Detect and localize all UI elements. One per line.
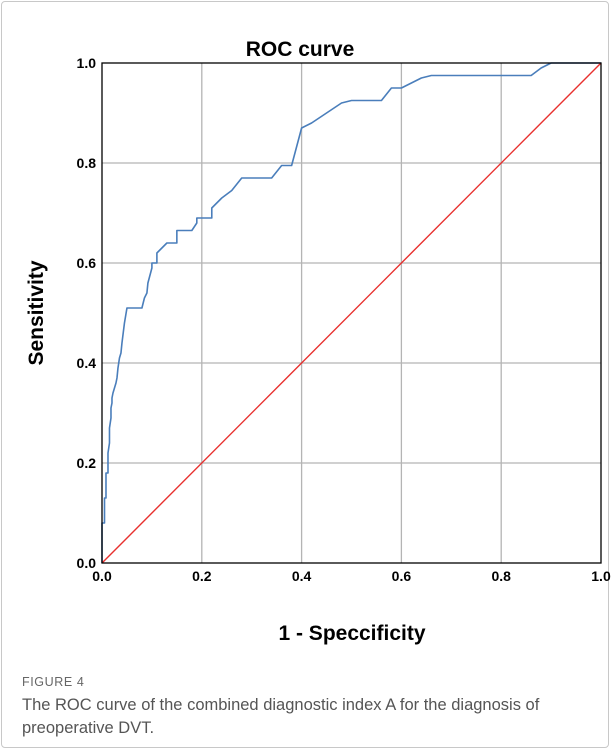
chart-title: ROC curve [246,38,355,61]
y-tick-label: 0.8 [77,155,97,171]
y-tick-label: 0.2 [77,455,97,471]
roc-series-line [101,62,601,563]
x-tick-label: 0.4 [292,568,312,584]
x-axis-label: 1 - Speccificity [278,622,425,645]
x-tick-label: 0.0 [92,568,112,584]
x-tick-label: 0.6 [392,568,412,584]
x-tick-label: 0.2 [192,568,212,584]
grid-lines [102,63,601,563]
y-axis-label: Sensitivity [25,260,48,365]
x-tick-label: 1.0 [591,568,611,584]
y-tick-label: 0.4 [77,355,97,371]
figure-caption-text: The ROC curve of the combined diagnostic… [22,696,540,737]
reference-series-line [101,62,602,564]
figure-caption: FIGURE 4 The ROC curve of the combined d… [22,674,592,740]
figure-label: FIGURE 4 [22,675,85,689]
axis-frame [101,62,602,564]
roc-chart: ROC curve 0.0 0.2 0.4 0.6 0.8 1.0 0.00.20.40.… [25,38,611,645]
y-tick-label: 1.0 [77,55,97,71]
plot-area-border [101,62,602,564]
x-tick-label: 0.8 [491,568,511,584]
series-layer [101,62,602,564]
y-tick-label: 0.6 [77,255,97,271]
y-tick-labels: 0.0 0.2 0.4 0.6 0.8 1.0 [77,55,97,571]
y-tick-label: 0.0 [77,555,97,571]
x-tick-labels: 0.0 0.2 0.4 0.6 0.8 1.0 [92,568,611,584]
